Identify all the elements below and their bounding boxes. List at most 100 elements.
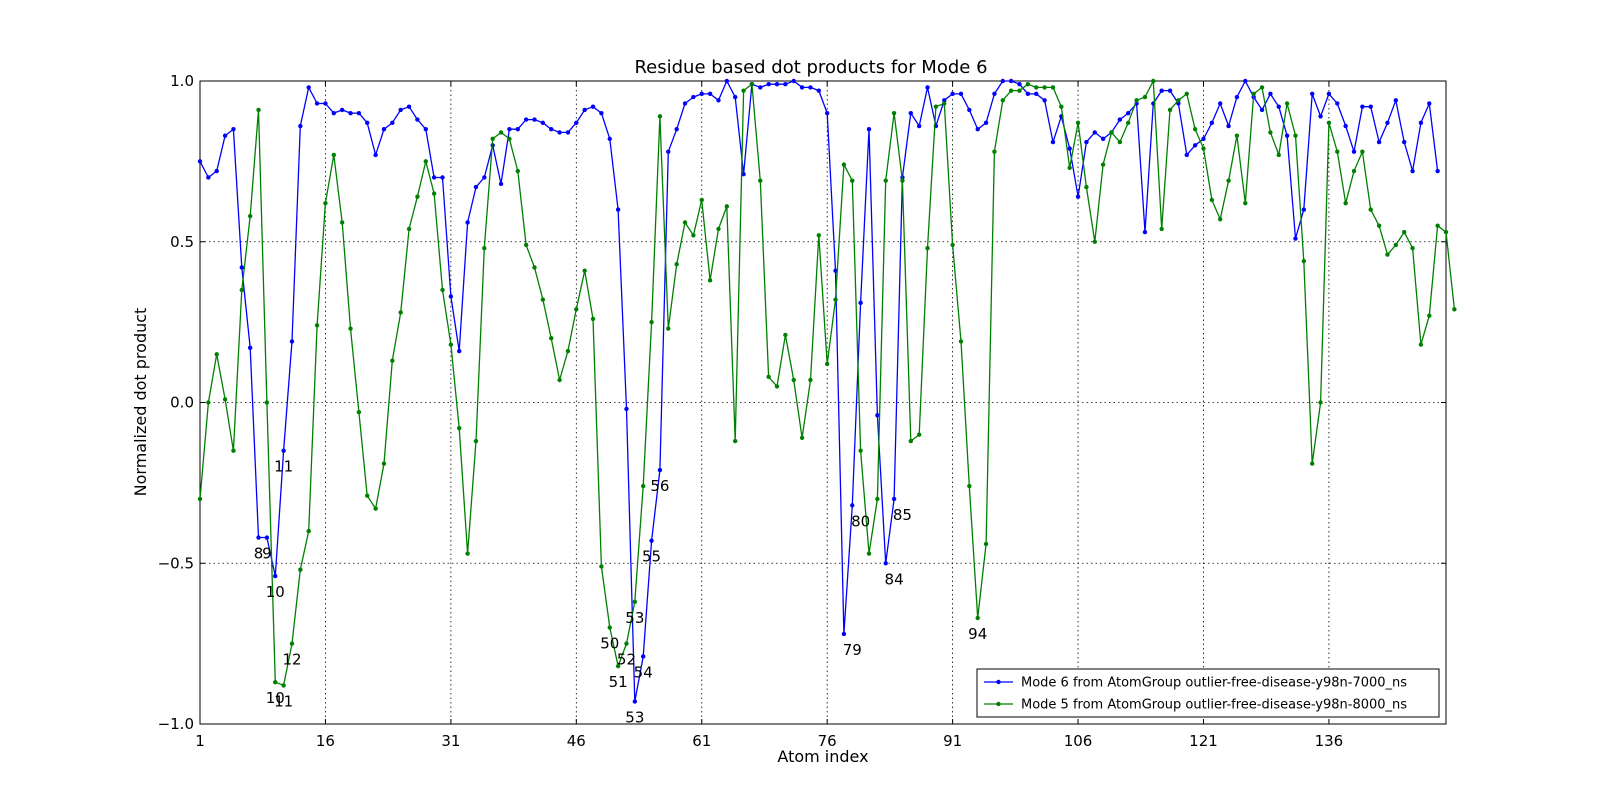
data-point xyxy=(423,127,428,132)
data-point xyxy=(791,377,796,383)
data-point xyxy=(1092,130,1097,135)
data-point xyxy=(1201,146,1206,151)
data-point xyxy=(774,82,780,87)
data-point xyxy=(390,120,395,125)
data-point xyxy=(1234,133,1240,138)
point-annotation: 55 xyxy=(642,548,661,566)
data-point xyxy=(281,683,286,688)
data-point xyxy=(1268,130,1273,135)
data-point xyxy=(958,91,964,97)
data-point xyxy=(1109,130,1114,135)
data-point xyxy=(1050,85,1056,90)
data-point xyxy=(1318,114,1323,119)
point-annotation: 53 xyxy=(625,708,644,726)
data-point xyxy=(1000,78,1005,84)
data-point xyxy=(657,467,663,473)
data-point xyxy=(1310,461,1315,466)
legend-marker-mode-6 xyxy=(996,679,1001,685)
data-point xyxy=(482,245,487,251)
point-annotation: 85 xyxy=(893,506,912,524)
data-point xyxy=(197,159,203,164)
data-point xyxy=(1335,149,1340,154)
data-point xyxy=(908,110,914,116)
data-point xyxy=(783,332,788,338)
data-point xyxy=(206,175,211,180)
data-point xyxy=(348,326,353,331)
data-point xyxy=(214,352,219,357)
data-point xyxy=(1259,107,1265,113)
data-point xyxy=(1092,239,1097,244)
data-point xyxy=(348,110,353,116)
data-point xyxy=(1268,91,1273,97)
data-point xyxy=(356,110,362,116)
data-point xyxy=(1025,82,1031,87)
data-point xyxy=(724,204,730,209)
data-point xyxy=(239,287,245,293)
data-point xyxy=(741,172,746,177)
data-point xyxy=(247,345,253,351)
x-tick-label: 76 xyxy=(818,732,837,750)
data-point xyxy=(1393,98,1399,103)
data-point xyxy=(1326,91,1332,97)
data-point xyxy=(1284,133,1290,138)
data-point xyxy=(666,149,671,154)
point-annotation: 84 xyxy=(885,570,904,588)
data-point xyxy=(448,342,454,347)
data-point xyxy=(540,120,546,125)
data-point xyxy=(532,265,537,270)
data-point xyxy=(958,339,964,344)
data-point xyxy=(1385,120,1390,125)
data-point xyxy=(615,663,621,669)
series-mode-6 xyxy=(197,78,1440,704)
chart-title: Residue based dot products for Mode 6 xyxy=(634,57,987,78)
data-point xyxy=(624,641,629,646)
data-point xyxy=(1167,107,1173,113)
x-tick-label: 136 xyxy=(1315,732,1344,750)
data-point xyxy=(247,213,253,219)
data-point xyxy=(641,483,646,489)
data-point xyxy=(298,123,303,129)
point-annotation: 54 xyxy=(634,663,653,681)
data-point xyxy=(850,178,855,183)
data-point xyxy=(741,88,746,93)
x-tick-label: 106 xyxy=(1064,732,1093,750)
data-point xyxy=(1142,229,1148,235)
data-point xyxy=(1443,229,1449,235)
legend-box xyxy=(976,668,1440,718)
point-annotation: 53 xyxy=(625,609,644,627)
data-point xyxy=(1218,101,1223,106)
data-point xyxy=(799,435,805,441)
data-point xyxy=(398,310,403,315)
data-point xyxy=(724,78,730,84)
data-point xyxy=(950,91,955,97)
data-point xyxy=(465,220,470,225)
data-point xyxy=(1151,78,1156,84)
data-point xyxy=(691,94,696,100)
data-point xyxy=(523,117,529,122)
data-point xyxy=(323,200,328,206)
data-point xyxy=(1410,245,1415,251)
data-point xyxy=(933,104,939,109)
data-point xyxy=(406,104,412,109)
data-point xyxy=(657,114,663,119)
point-annotation: 10 xyxy=(266,689,285,707)
data-point xyxy=(599,110,604,116)
data-point xyxy=(256,535,261,540)
y-tick-label: −1.0 xyxy=(158,715,194,733)
data-point xyxy=(331,152,336,158)
data-point xyxy=(557,130,562,135)
data-point xyxy=(423,159,428,164)
point-annotation: 52 xyxy=(617,651,636,669)
data-point xyxy=(222,133,228,138)
point-annotation: 8 xyxy=(254,545,264,563)
data-point xyxy=(749,82,755,87)
data-point xyxy=(1343,123,1348,129)
x-tick-label: 121 xyxy=(1189,732,1218,750)
data-point xyxy=(816,88,822,93)
data-point xyxy=(1084,184,1089,190)
data-point xyxy=(674,262,679,267)
data-point xyxy=(1017,82,1022,87)
x-tick-label: 1 xyxy=(195,732,205,750)
data-point xyxy=(239,265,245,270)
data-point xyxy=(306,85,311,90)
